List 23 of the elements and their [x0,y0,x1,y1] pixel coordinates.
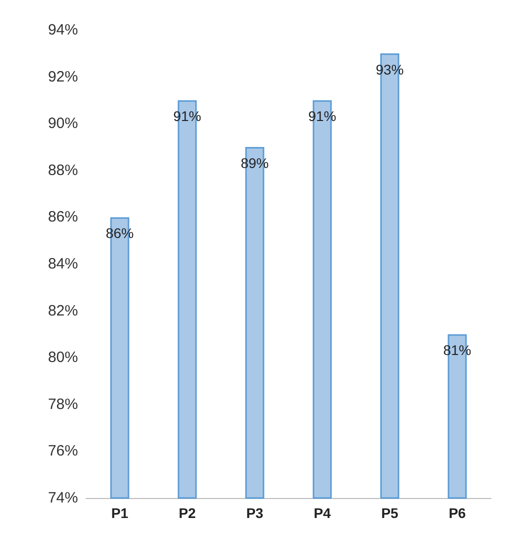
data-label: 81% [443,342,472,358]
y-tick-label: 80% [48,349,78,366]
y-tick-label: 84% [48,256,78,272]
y-tick-label: 76% [48,442,78,460]
y-tick-label: 92% [48,68,78,86]
x-tick-label: P5 [381,505,399,521]
x-tick-label: P6 [448,505,466,521]
y-tick-label: 74% [48,490,78,506]
x-tick-label: P1 [111,505,129,521]
y-tick-label: 82% [48,302,78,320]
y-tick-label: 88% [48,162,78,179]
y-tick-label: 94% [48,22,78,38]
y-tick-label: 90% [48,115,78,132]
x-tick-label: P2 [178,505,196,521]
data-label: 86% [106,225,134,242]
data-label: 91% [173,108,202,124]
y-tick-label: 86% [48,208,78,226]
data-label: 91% [308,108,336,124]
x-tick-label: P4 [314,505,332,521]
y-tick-label: 78% [48,396,78,413]
data-label: 89% [240,155,269,171]
x-tick-label: P3 [246,505,264,521]
data-label: 93% [376,61,404,78]
